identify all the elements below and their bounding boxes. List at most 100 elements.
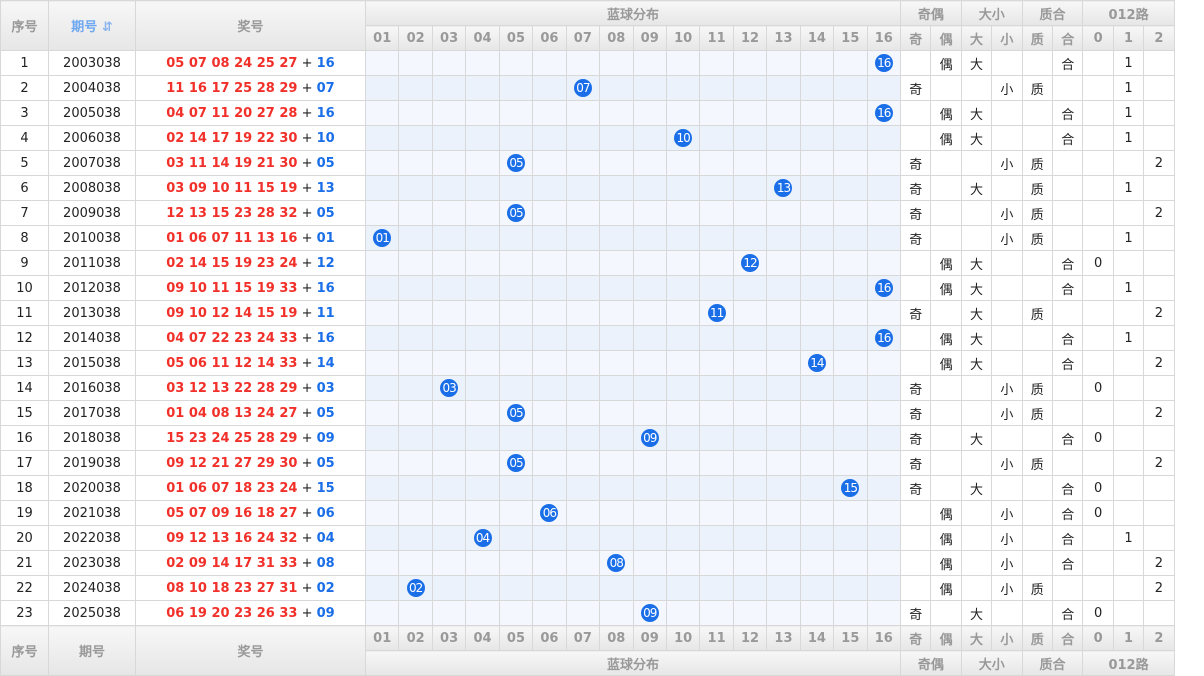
odd-even-cell: 偶 <box>930 100 962 126</box>
blue-dist-cell <box>699 50 734 76</box>
blue-dist-cell <box>833 50 868 76</box>
blue-dist-cell <box>565 400 601 426</box>
blue-dist-cell <box>833 275 868 301</box>
blue-dist-cell <box>699 75 734 101</box>
blue-dist-cell <box>699 350 734 376</box>
blue-dist-cell <box>732 325 768 351</box>
prime-comp-cell: 质 <box>1021 300 1054 326</box>
issue-header: 期号 <box>48 625 136 676</box>
blue-dist-cell <box>532 325 567 351</box>
big-small-cell: 小 <box>991 500 1023 526</box>
blue-dist-cell <box>465 125 500 151</box>
blue-dist-cell <box>532 275 567 301</box>
blue-dist-cell <box>532 400 567 426</box>
blue-dist-cell <box>732 500 768 526</box>
blue-dist-cell <box>599 350 634 376</box>
road-cell <box>1112 600 1145 626</box>
blue-dist-cell: 15 <box>833 475 868 501</box>
issue-cell: 2004038 <box>48 75 136 101</box>
blue-col-header: 05 <box>498 25 534 51</box>
odd-even-cell: 奇 <box>900 425 932 451</box>
blue-dist-cell <box>866 150 902 176</box>
prime-comp-cell <box>1021 475 1054 501</box>
big-small-cell: 大 <box>960 250 993 276</box>
odd-even-cell <box>930 475 962 501</box>
blue-dist-cell <box>732 575 768 601</box>
blue-dist-cell <box>799 600 835 626</box>
prime-comp-cell <box>1021 525 1054 551</box>
blue-dist-cell <box>665 200 701 226</box>
blue-dist-cell <box>431 400 467 426</box>
blue-dist-cell <box>431 175 467 201</box>
seq-header: 序号 <box>0 0 49 51</box>
blue-dist-cell <box>398 300 433 326</box>
blue-dist-cell <box>364 50 400 76</box>
blue-ball-number: 05 <box>316 205 335 221</box>
attr-col-header: 1 <box>1112 625 1145 651</box>
odd-even-cell <box>900 125 932 151</box>
blue-dist-cell: 01 <box>364 225 400 251</box>
big-small-cell <box>991 100 1023 126</box>
blue-dist-cell <box>632 100 667 126</box>
blue-ball-number: 16 <box>316 55 335 71</box>
plus-sign: + <box>301 605 313 621</box>
plus-sign: + <box>301 305 313 321</box>
issue-cell: 2007038 <box>48 150 136 176</box>
blue-dist-cell <box>766 600 801 626</box>
plus-sign: + <box>301 380 313 396</box>
road-cell: 1 <box>1112 275 1145 301</box>
prize-cell: 02 09 14 17 31 33 + 08 <box>135 550 366 576</box>
blue-dist-cell <box>799 75 835 101</box>
odd-even-cell: 奇 <box>900 475 932 501</box>
blue-dist-cell <box>565 450 601 476</box>
issue-cell: 2018038 <box>48 425 136 451</box>
issue-cell: 2015038 <box>48 350 136 376</box>
attr-col-header: 质 <box>1021 25 1054 51</box>
blue-dist-cell <box>532 75 567 101</box>
attr-col-header: 小 <box>991 25 1023 51</box>
sort-icon[interactable]: ⇵ <box>101 20 113 35</box>
blue-dist-cell <box>699 600 734 626</box>
big-small-cell <box>960 550 993 576</box>
table-row: 5 2007038 03 11 14 19 21 30 + 05 05 奇小质 2 <box>0 150 1204 176</box>
blue-dist-cell <box>732 75 768 101</box>
blue-dist-cell <box>398 275 433 301</box>
blue-dist-cell <box>398 100 433 126</box>
plus-sign: + <box>301 505 313 521</box>
blue-col-header: 08 <box>599 25 634 51</box>
seq-cell: 18 <box>0 475 49 501</box>
odd-even-cell: 偶 <box>930 350 962 376</box>
issue-header[interactable]: 期号 ⇵ <box>48 0 136 51</box>
road-cell: 1 <box>1112 75 1145 101</box>
blue-dist-cell <box>833 75 868 101</box>
odd-even-cell <box>930 425 962 451</box>
plus-sign: + <box>301 405 313 421</box>
blue-dist-cell <box>665 250 701 276</box>
blue-dist-cell <box>766 475 801 501</box>
blue-dist-cell: 07 <box>565 75 601 101</box>
prize-cell: 05 07 08 24 25 27 + 16 <box>135 50 366 76</box>
blue-dist-cell <box>799 125 835 151</box>
road-cell <box>1082 550 1114 576</box>
blue-dist-cell <box>498 250 534 276</box>
big-small-cell <box>960 200 993 226</box>
big-small-header: 大小 <box>960 0 1023 26</box>
plus-sign: + <box>301 580 313 596</box>
blue-ball-marker: 05 <box>506 204 525 222</box>
odd-even-cell <box>930 450 962 476</box>
table-row: 10 2012038 09 10 11 15 19 33 + 16 16 偶大合 1 <box>0 275 1204 301</box>
blue-dist-cell <box>866 175 902 201</box>
issue-cell: 2011038 <box>48 250 136 276</box>
blue-dist-cell <box>465 275 500 301</box>
blue-dist-cell <box>665 475 701 501</box>
blue-dist-cell <box>833 150 868 176</box>
blue-ball-number: 01 <box>316 230 335 246</box>
red-balls: 02 14 15 19 23 24 <box>166 255 298 271</box>
prize-cell: 09 10 11 15 19 33 + 16 <box>135 275 366 301</box>
table-row: 18 2020038 01 06 07 18 23 24 + 15 15 奇大合 0 <box>0 475 1204 501</box>
plus-sign: + <box>301 80 313 96</box>
odd-even-cell <box>930 175 962 201</box>
blue-dist-cell <box>364 175 400 201</box>
blue-dist-cell <box>565 300 601 326</box>
blue-dist-cell <box>565 200 601 226</box>
